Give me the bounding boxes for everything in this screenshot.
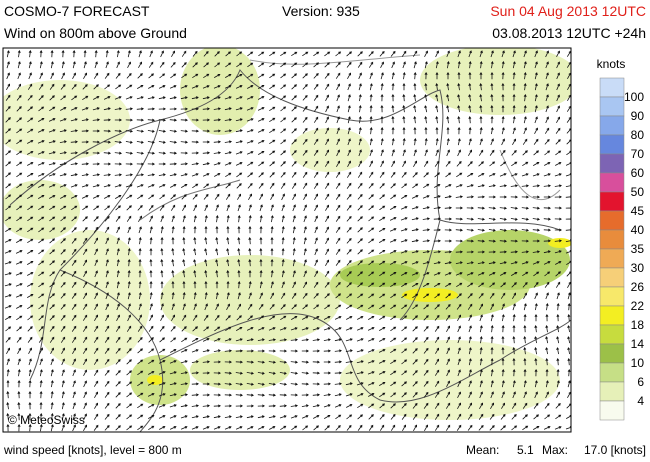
footer-description: wind speed [knots], level = 800 m — [3, 443, 182, 457]
legend-label: 35 — [631, 242, 645, 256]
legend-swatch — [599, 381, 625, 402]
legend-swatch — [599, 286, 625, 307]
legend: 100 90 80 70 60 50 45 40 35 30 26 22 18 14 10 6 4 — [599, 77, 645, 421]
copyright: © MeteoSwiss — [8, 413, 85, 427]
map-frame — [2, 47, 572, 433]
legend-swatch — [599, 134, 625, 155]
mean-label: Mean: — [466, 443, 499, 457]
legend-swatch — [599, 115, 625, 136]
legend-swatch — [599, 229, 625, 250]
version: Version: 935 — [282, 3, 360, 19]
legend-swatch — [599, 400, 625, 421]
legend-label: 70 — [631, 147, 645, 161]
legend-label: 26 — [631, 280, 645, 294]
legend-swatch — [599, 248, 625, 269]
legend-label: 6 — [637, 375, 644, 389]
legend-swatch — [599, 267, 625, 288]
mean-value: 5.1 — [517, 443, 534, 457]
valid-time: Sun 04 Aug 2013 12UTC — [490, 3, 646, 19]
title: COSMO-7 FORECAST — [4, 3, 150, 19]
legend-swatch — [599, 172, 625, 193]
max-value: 17.0 [knots] — [584, 443, 646, 457]
max-label: Max: — [542, 443, 568, 457]
subtitle: Wind on 800m above Ground — [4, 25, 187, 41]
map: © MeteoSwiss — [2, 47, 572, 433]
legend-label: 10 — [631, 356, 645, 370]
legend-label: 60 — [631, 166, 645, 180]
legend-label: 45 — [631, 204, 645, 218]
legend-swatch — [599, 191, 625, 212]
legend-label: 100 — [624, 90, 644, 104]
legend-unit: knots — [597, 57, 626, 71]
legend-swatch — [599, 153, 625, 174]
legend-swatch — [599, 96, 625, 117]
legend-label: 18 — [631, 318, 645, 332]
legend-label: 30 — [631, 261, 645, 275]
legend-label: 80 — [631, 128, 645, 142]
run-time: 03.08.2013 12UTC +24h — [492, 25, 646, 41]
legend-label: 40 — [631, 223, 645, 237]
legend-swatch — [599, 305, 625, 326]
legend-label: 22 — [631, 299, 645, 313]
legend-label: 90 — [631, 109, 645, 123]
legend-swatch — [599, 324, 625, 345]
legend-swatch — [599, 362, 625, 383]
legend-swatch — [599, 210, 625, 231]
legend-swatch — [599, 343, 625, 364]
wind-arrows — [4, 50, 571, 432]
legend-label: 4 — [637, 394, 644, 408]
legend-label: 50 — [631, 185, 645, 199]
legend-label: 14 — [631, 337, 645, 351]
wind-areas — [3, 48, 571, 420]
legend-swatch — [599, 77, 625, 98]
